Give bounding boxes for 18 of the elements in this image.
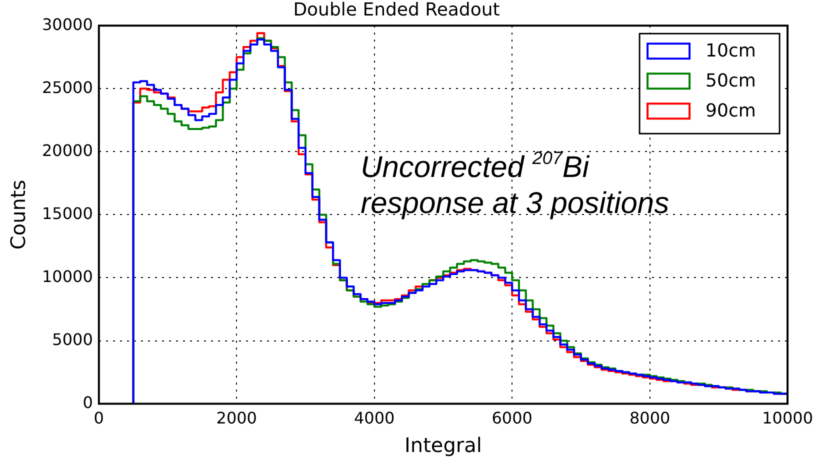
x-tick-label: 6000 — [492, 408, 532, 428]
y-axis-title: Counts — [6, 180, 30, 250]
y-tick-label: 20000 — [42, 140, 93, 160]
y-tick-label: 10000 — [42, 266, 93, 286]
chart-title: Double Ended Readout — [293, 0, 500, 20]
y-tick-label: 5000 — [52, 330, 93, 349]
y-tick-label: 0 — [82, 392, 93, 412]
legend-label: 10cm — [706, 40, 756, 62]
x-tick-label: 2000 — [216, 408, 257, 428]
y-tick-label: 15000 — [42, 204, 93, 223]
x-tick-label: 8000 — [629, 408, 670, 428]
x-axis-title: Integral — [404, 433, 482, 458]
x-tick-label: 4000 — [354, 408, 395, 428]
legend-label: 50cm — [706, 70, 756, 92]
y-tick-label: 25000 — [42, 78, 93, 97]
y-tick-label: 30000 — [42, 14, 93, 34]
legend-label: 90cm — [706, 100, 756, 122]
x-tick-label: 10000 — [762, 408, 814, 428]
